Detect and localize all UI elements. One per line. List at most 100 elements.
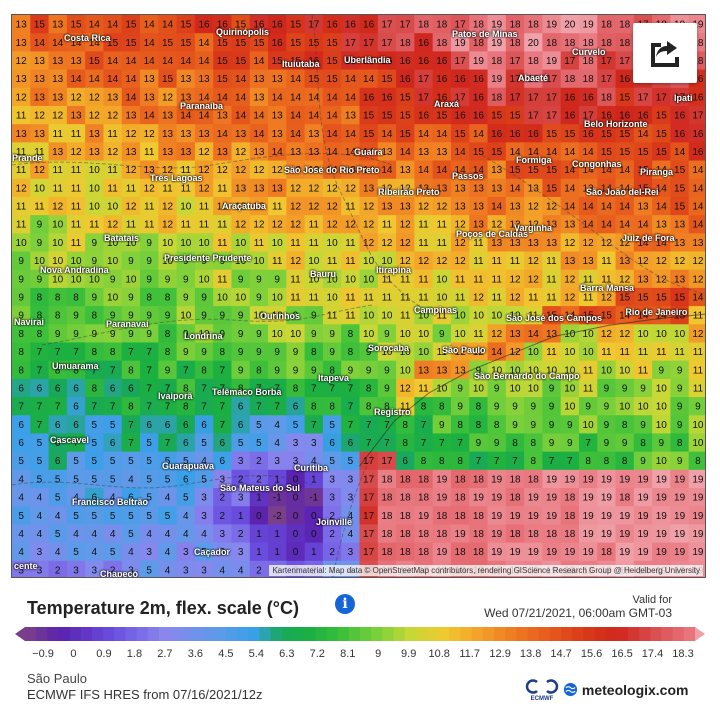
grid-temperature-value: 16 — [272, 20, 284, 31]
temperature-cell — [103, 342, 123, 362]
temperature-cell — [359, 342, 379, 362]
grid-temperature-value: 14 — [656, 238, 668, 249]
grid-temperature-value: 14 — [217, 92, 229, 103]
temperature-cell — [140, 124, 159, 143]
grid-temperature-value: 19 — [637, 529, 649, 540]
grid-temperature-value: 13 — [107, 92, 119, 103]
grid-temperature-value: 10 — [363, 311, 375, 322]
temperature-cell — [121, 360, 141, 380]
temperature-cell — [322, 87, 342, 107]
temperature-cell — [304, 196, 324, 216]
temperature-cell — [304, 105, 324, 125]
temperature-cell — [85, 160, 105, 180]
temperature-cell — [286, 33, 306, 52]
temperature-cell — [103, 15, 123, 34]
temperature-map[interactable]: 13 15 13 15 14 14 15 14 14 15 16 16 15 16 16 15 17 16 16 16… — [12, 15, 706, 578]
grid-temperature-value: 10 — [436, 293, 448, 304]
colorbar-segment — [114, 627, 126, 641]
temperature-cell — [597, 196, 617, 216]
grid-temperature-value: 14 — [345, 92, 357, 103]
grid-temperature-value: 10 — [381, 256, 393, 267]
grid-temperature-value: 15 — [290, 20, 302, 31]
map-attribution[interactable]: Kartenmaterial: Map data © OpenStreetMap… — [269, 565, 703, 576]
grid-temperature-value: 10 — [70, 256, 82, 267]
brand-logo[interactable]: meteologix.com — [563, 682, 688, 698]
grid-temperature-value: 5 — [183, 456, 189, 467]
grid-temperature-value: 9 — [201, 347, 207, 358]
grid-temperature-value: 4 — [92, 529, 98, 540]
grid-temperature-value: 10 — [436, 274, 448, 285]
grid-temperature-value: 17 — [509, 92, 521, 103]
grid-temperature-value: 4 — [18, 547, 24, 558]
grid-temperature-value: 16 — [381, 92, 393, 103]
grid-temperature-value: 9 — [677, 384, 683, 395]
map-panel[interactable]: 13 15 13 15 14 14 15 14 14 15 16 16 15 16 16 15 17 16 16 16… — [11, 14, 706, 578]
grid-temperature-value: 12 — [436, 256, 448, 267]
grid-temperature-value: 11 — [53, 165, 64, 176]
temperature-cell — [12, 105, 31, 125]
grid-temperature-value: 5 — [128, 456, 134, 467]
grid-temperature-value: 7 — [37, 402, 43, 413]
temperature-cell — [469, 69, 489, 89]
grid-temperature-value: 14 — [692, 293, 704, 304]
grid-temperature-value: 10 — [509, 384, 521, 395]
temperature-cell — [103, 324, 123, 344]
temperature-cell — [524, 87, 543, 107]
temperature-cell — [268, 215, 287, 234]
grid-temperature-value: 14 — [180, 111, 192, 122]
grid-temperature-value: 12 — [564, 238, 576, 249]
temperature-cell — [578, 178, 598, 198]
temperature-cell — [487, 105, 507, 125]
temperature-cell — [286, 324, 306, 344]
temperature-cell — [48, 378, 68, 398]
temperature-cell — [140, 87, 159, 107]
grid-temperature-value: 10 — [656, 402, 668, 413]
grid-temperature-value: 6 — [18, 384, 24, 395]
temperature-cell — [432, 324, 452, 344]
temperature-cell — [176, 51, 196, 71]
grid-temperature-value: 5 — [146, 474, 152, 485]
grid-temperature-value: 9 — [311, 329, 317, 340]
grid-temperature-value: 10 — [473, 384, 485, 395]
grid-temperature-value: 4 — [165, 565, 171, 576]
temperature-cell — [194, 15, 214, 34]
temperature-cell — [176, 142, 196, 162]
info-icon[interactable]: i — [335, 594, 355, 614]
temperature-cell — [359, 324, 379, 344]
grid-temperature-value: 10 — [564, 384, 576, 395]
temperature-cell — [176, 33, 196, 52]
temperature-cell — [121, 306, 141, 325]
grid-temperature-value: 6 — [183, 420, 189, 431]
temperature-cell — [542, 215, 562, 234]
temperature-cell — [194, 324, 214, 344]
temperature-cell — [652, 269, 672, 289]
temperature-cell — [432, 251, 452, 271]
temperature-cell — [158, 324, 178, 344]
grid-temperature-value: 9 — [549, 384, 555, 395]
grid-temperature-value: 10 — [70, 274, 82, 285]
grid-temperature-value: 19 — [491, 547, 503, 558]
temperature-cell — [597, 287, 617, 307]
grid-temperature-value: 17 — [400, 20, 412, 31]
temperature-cell — [450, 160, 470, 180]
temperature-cell — [322, 233, 342, 253]
grid-temperature-value: 13 — [455, 183, 467, 194]
colorbar-segment — [628, 627, 640, 641]
temperature-cell — [322, 269, 342, 289]
grid-temperature-value: 3 — [128, 565, 134, 576]
grid-temperature-value: 9 — [128, 293, 134, 304]
share-button[interactable] — [633, 23, 697, 83]
temperature-cell — [213, 269, 233, 289]
grid-temperature-value: 2 — [256, 456, 262, 467]
temperature-cell — [560, 33, 580, 52]
temperature-cell — [286, 142, 306, 162]
temperature-cell — [670, 87, 690, 107]
grid-temperature-value: 6 — [92, 493, 98, 504]
colorbar-tick-label: 8.1 — [340, 648, 356, 660]
grid-temperature-value: 1 — [311, 547, 317, 558]
grid-temperature-value: 11 — [455, 293, 466, 304]
temperature-cell — [432, 160, 452, 180]
temperature-cell — [578, 15, 598, 34]
grid-temperature-value: 10 — [107, 256, 119, 267]
grid-temperature-value: 7 — [165, 402, 171, 413]
